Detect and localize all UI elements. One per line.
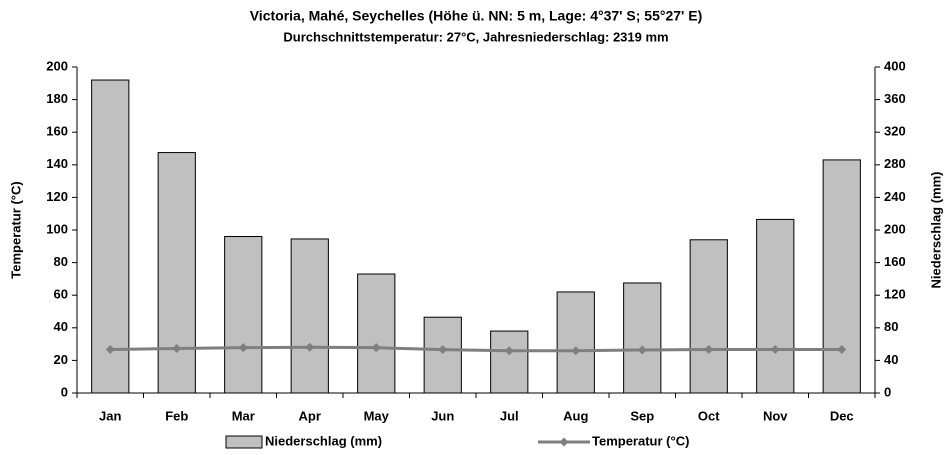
bar [224, 236, 263, 394]
y2-tick-label: 160 [884, 254, 906, 269]
marker [504, 346, 514, 356]
y-tick-label: 20 [54, 352, 68, 367]
y-tick-label: 60 [54, 287, 68, 302]
bar [423, 316, 462, 394]
y2-tick-label: 40 [884, 352, 898, 367]
marker [837, 344, 847, 354]
marker [371, 343, 381, 353]
marker [305, 342, 315, 352]
legend-swatch [225, 435, 263, 449]
marker [238, 343, 248, 353]
y-tick-label: 140 [46, 156, 68, 171]
y2-tick-label: 120 [884, 287, 906, 302]
y-tick-label: 100 [46, 221, 68, 236]
x-tick-label: Oct [698, 408, 720, 423]
bar [357, 273, 396, 394]
marker [571, 346, 581, 356]
x-tick-label: May [364, 408, 390, 423]
y2-tick-label: 280 [884, 156, 906, 171]
y2-tick-label: 320 [884, 124, 906, 139]
x-tick-label: Sep [630, 408, 654, 423]
legend-label: Niederschlag (mm) [265, 433, 382, 448]
y2-tick-label: 80 [884, 319, 898, 334]
bar [290, 238, 329, 394]
marker [770, 344, 780, 354]
y-axis-label: Temperatur (°C) [8, 181, 23, 278]
line [110, 345, 842, 353]
bar [157, 152, 196, 394]
y2-tick-label: 240 [884, 189, 906, 204]
bar [822, 159, 861, 394]
marker [105, 344, 115, 354]
y2-axis-label: Niederschlag (mm) [928, 171, 943, 288]
y2-tick-label: 0 [884, 384, 891, 399]
x-tick-label: Jun [431, 408, 454, 423]
x-tick-label: Mar [232, 408, 255, 423]
y-tick-label: 40 [54, 319, 68, 334]
marker [704, 344, 714, 354]
y-tick-label: 120 [46, 189, 68, 204]
y-tick-label: 200 [46, 58, 68, 73]
x-tick-label: Feb [165, 408, 188, 423]
y2-tick-label: 360 [884, 91, 906, 106]
x-tick-label: Apr [299, 408, 321, 423]
marker [438, 345, 448, 355]
bar [556, 291, 595, 394]
x-tick-label: Jul [500, 408, 519, 423]
y-tick-label: 180 [46, 91, 68, 106]
marker [637, 345, 647, 355]
marker [172, 344, 182, 354]
chart-title: Victoria, Mahé, Seychelles (Höhe ü. NN: … [250, 8, 703, 24]
x-tick-label: Jan [99, 408, 121, 423]
bar [490, 330, 529, 394]
y2-tick-label: 400 [884, 58, 906, 73]
bar [623, 282, 662, 394]
bar [91, 79, 130, 394]
legend-marker [559, 437, 569, 447]
bar [689, 239, 728, 394]
x-tick-label: Aug [563, 408, 588, 423]
y2-tick-label: 200 [884, 221, 906, 236]
x-tick-label: Nov [763, 408, 788, 423]
chart-subtitle: Durchschnittstemperatur: 27°C, Jahresnie… [283, 29, 668, 44]
y-tick-label: 160 [46, 124, 68, 139]
x-tick-label: Dec [830, 408, 854, 423]
y-tick-label: 0 [61, 384, 68, 399]
y-tick-label: 80 [54, 254, 68, 269]
legend-label: Temperatur (°C) [592, 433, 689, 448]
bar [756, 218, 795, 394]
